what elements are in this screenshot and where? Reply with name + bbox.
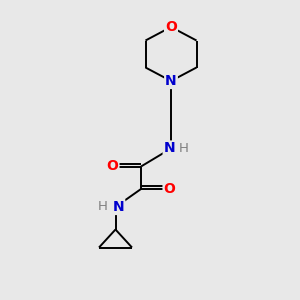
Text: N: N: [164, 142, 175, 155]
Text: O: O: [106, 160, 119, 173]
Text: H: H: [179, 142, 188, 155]
Text: H: H: [98, 200, 108, 214]
Text: O: O: [165, 20, 177, 34]
Text: N: N: [113, 200, 124, 214]
Text: N: N: [165, 74, 177, 88]
Text: O: O: [164, 182, 175, 196]
